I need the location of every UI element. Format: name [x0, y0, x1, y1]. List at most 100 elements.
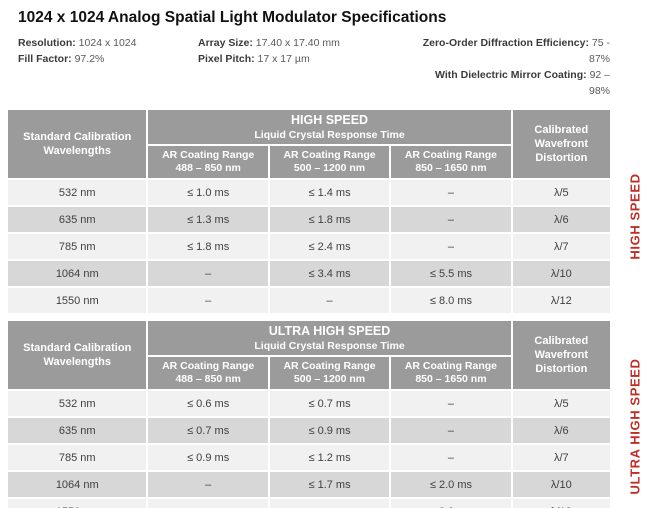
response-cell: ≤ 3.9 ms [391, 499, 511, 508]
distortion-cell: λ/7 [512, 445, 610, 470]
high-speed-table: Standard Calibration Wavelengths HIGH SP… [6, 108, 612, 315]
response-cell: ≤ 8.0 ms [391, 288, 511, 313]
distortion-cell: λ/10 [512, 261, 610, 286]
spec-value: 1024 x 1024 [78, 37, 137, 49]
header-row-sub: AR Coating Range 488 – 850 nm AR Coating… [8, 146, 610, 178]
table-row: 1550 nm – – ≤ 3.9 ms λ/12 [8, 499, 610, 508]
group-subtitle: Liquid Crystal Response Time [254, 129, 405, 141]
response-cell: ≤ 2.4 ms [269, 234, 390, 259]
table-row: 1064 nm – ≤ 1.7 ms ≤ 2.0 ms λ/10 [8, 472, 610, 497]
response-cell: ≤ 0.7 ms [269, 391, 390, 416]
response-cell: – [391, 207, 511, 232]
spec-label: Zero-Order Diffraction Efficiency: [422, 37, 589, 49]
table-row: 785 nm ≤ 0.9 ms ≤ 1.2 ms – λ/7 [8, 445, 610, 470]
ar-range-line2: 488 – 850 nm [175, 373, 241, 385]
group-title: HIGH SPEED [290, 113, 369, 127]
side-label-text: HIGH SPEED [627, 172, 643, 260]
response-cell: ≤ 1.8 ms [148, 234, 268, 259]
spec-label: Fill Factor: [18, 53, 72, 65]
response-cell: ≤ 5.5 ms [391, 261, 511, 286]
wavelength-cell: 785 nm [8, 445, 147, 470]
table-row: 785 nm ≤ 1.8 ms ≤ 2.4 ms – λ/7 [8, 234, 610, 259]
wavelength-cell: 1064 nm [8, 261, 147, 286]
wavelength-cell: 785 nm [8, 234, 147, 259]
spec-dielectric-coating: With Dielectric Mirror Coating: 92 – 98% [416, 67, 610, 99]
spec-value: 97.2% [74, 53, 105, 65]
col-header-ar-range-2: AR Coating Range 500 – 1200 nm [269, 357, 390, 389]
distortion-cell: λ/12 [512, 288, 610, 313]
col-header-ar-range-1: AR Coating Range 488 – 850 nm [148, 357, 268, 389]
ar-range-line2: 850 – 1650 nm [415, 162, 487, 174]
table-row: 1064 nm – ≤ 3.4 ms ≤ 5.5 ms λ/10 [8, 261, 610, 286]
high-speed-side-label: HIGH SPEED [622, 150, 648, 282]
response-cell: – [391, 234, 511, 259]
wavelength-cell: 1550 nm [8, 499, 147, 508]
response-cell: – [391, 180, 511, 205]
spec-zero-order-efficiency: Zero-Order Diffraction Efficiency: 75 - … [416, 35, 610, 67]
col-header-group: HIGH SPEED Liquid Crystal Response Time [148, 110, 511, 144]
specs-col-right: Zero-Order Diffraction Efficiency: 75 - … [416, 35, 610, 99]
response-cell: – [269, 288, 390, 313]
spec-array-size: Array Size: 17.40 x 17.40 mm [198, 35, 416, 51]
response-cell: ≤ 0.9 ms [148, 445, 268, 470]
response-cell: ≤ 1.0 ms [148, 180, 268, 205]
response-cell: – [391, 391, 511, 416]
col-header-ar-range-2: AR Coating Range 500 – 1200 nm [269, 146, 390, 178]
ar-range-line1: AR Coating Range [162, 149, 255, 161]
response-cell: ≤ 3.4 ms [269, 261, 390, 286]
header-row-group: Standard Calibration Wavelengths ULTRA H… [8, 321, 610, 389]
ar-range-line1: AR Coating Range [283, 149, 376, 161]
distortion-cell: λ/5 [512, 391, 610, 416]
response-cell: – [148, 499, 268, 508]
response-cell: – [148, 288, 268, 313]
response-cell: – [269, 499, 390, 508]
ultra-high-speed-table: Standard Calibration Wavelengths ULTRA H… [6, 319, 612, 508]
spec-label: Resolution: [18, 37, 76, 49]
col-header-ar-range-3: AR Coating Range 850 – 1650 nm [391, 146, 511, 178]
spec-pixel-pitch: Pixel Pitch: 17 x 17 µm [198, 51, 416, 67]
ar-range-line2: 500 – 1200 nm [293, 373, 366, 385]
response-cell: ≤ 1.8 ms [269, 207, 390, 232]
wavelength-cell: 532 nm [8, 391, 147, 416]
spec-fill-factor: Fill Factor: 97.2% [18, 51, 198, 67]
table-row: 532 nm ≤ 0.6 ms ≤ 0.7 ms – λ/5 [8, 391, 610, 416]
col-header-distortion: Calibrated Wavefront Distortion [512, 321, 610, 389]
distortion-cell: λ/12 [512, 499, 610, 508]
wavelength-cell: 532 nm [8, 180, 147, 205]
response-cell: – [391, 445, 511, 470]
spec-value: 92 – 98% [588, 69, 610, 97]
specs-summary: Resolution: 1024 x 1024 Fill Factor: 97.… [18, 35, 610, 99]
col-header-wavelengths: Standard Calibration Wavelengths [8, 321, 147, 389]
table-row: 532 nm ≤ 1.0 ms ≤ 1.4 ms – λ/5 [8, 180, 610, 205]
spec-label: Pixel Pitch: [198, 53, 255, 65]
table-row: 635 nm ≤ 0.7 ms ≤ 0.9 ms – λ/6 [8, 418, 610, 443]
response-cell: ≤ 0.9 ms [269, 418, 390, 443]
specs-col-left: Resolution: 1024 x 1024 Fill Factor: 97.… [18, 35, 198, 99]
ar-range-line1: AR Coating Range [404, 149, 498, 161]
wavelength-cell: 635 nm [8, 418, 147, 443]
spec-resolution: Resolution: 1024 x 1024 [18, 35, 198, 51]
distortion-cell: λ/10 [512, 472, 610, 497]
page-title: 1024 x 1024 Analog Spatial Light Modulat… [18, 9, 447, 26]
response-cell: ≤ 1.2 ms [269, 445, 390, 470]
col-header-distortion: Calibrated Wavefront Distortion [512, 110, 610, 178]
ar-range-line1: AR Coating Range [404, 360, 498, 372]
wavelength-cell: 635 nm [8, 207, 147, 232]
side-label-text: ULTRA HIGH SPEED [627, 358, 643, 494]
response-cell: ≤ 0.6 ms [148, 391, 268, 416]
ar-range-line1: AR Coating Range [283, 360, 376, 372]
response-cell: ≤ 1.7 ms [269, 472, 390, 497]
spec-label: With Dielectric Mirror Coating: [435, 69, 587, 81]
header-row-group: Standard Calibration Wavelengths HIGH SP… [8, 110, 610, 178]
response-cell: – [148, 472, 268, 497]
response-cell: ≤ 0.7 ms [148, 418, 268, 443]
ultra-high-speed-side-label: ULTRA HIGH SPEED [622, 352, 648, 500]
response-cell: – [148, 261, 268, 286]
col-header-ar-range-1: AR Coating Range 488 – 850 nm [148, 146, 268, 178]
ar-range-line2: 500 – 1200 nm [293, 162, 366, 174]
distortion-cell: λ/6 [512, 207, 610, 232]
response-cell: ≤ 1.4 ms [269, 180, 390, 205]
table-row: 1550 nm – – ≤ 8.0 ms λ/12 [8, 288, 610, 313]
wavelength-cell: 1064 nm [8, 472, 147, 497]
